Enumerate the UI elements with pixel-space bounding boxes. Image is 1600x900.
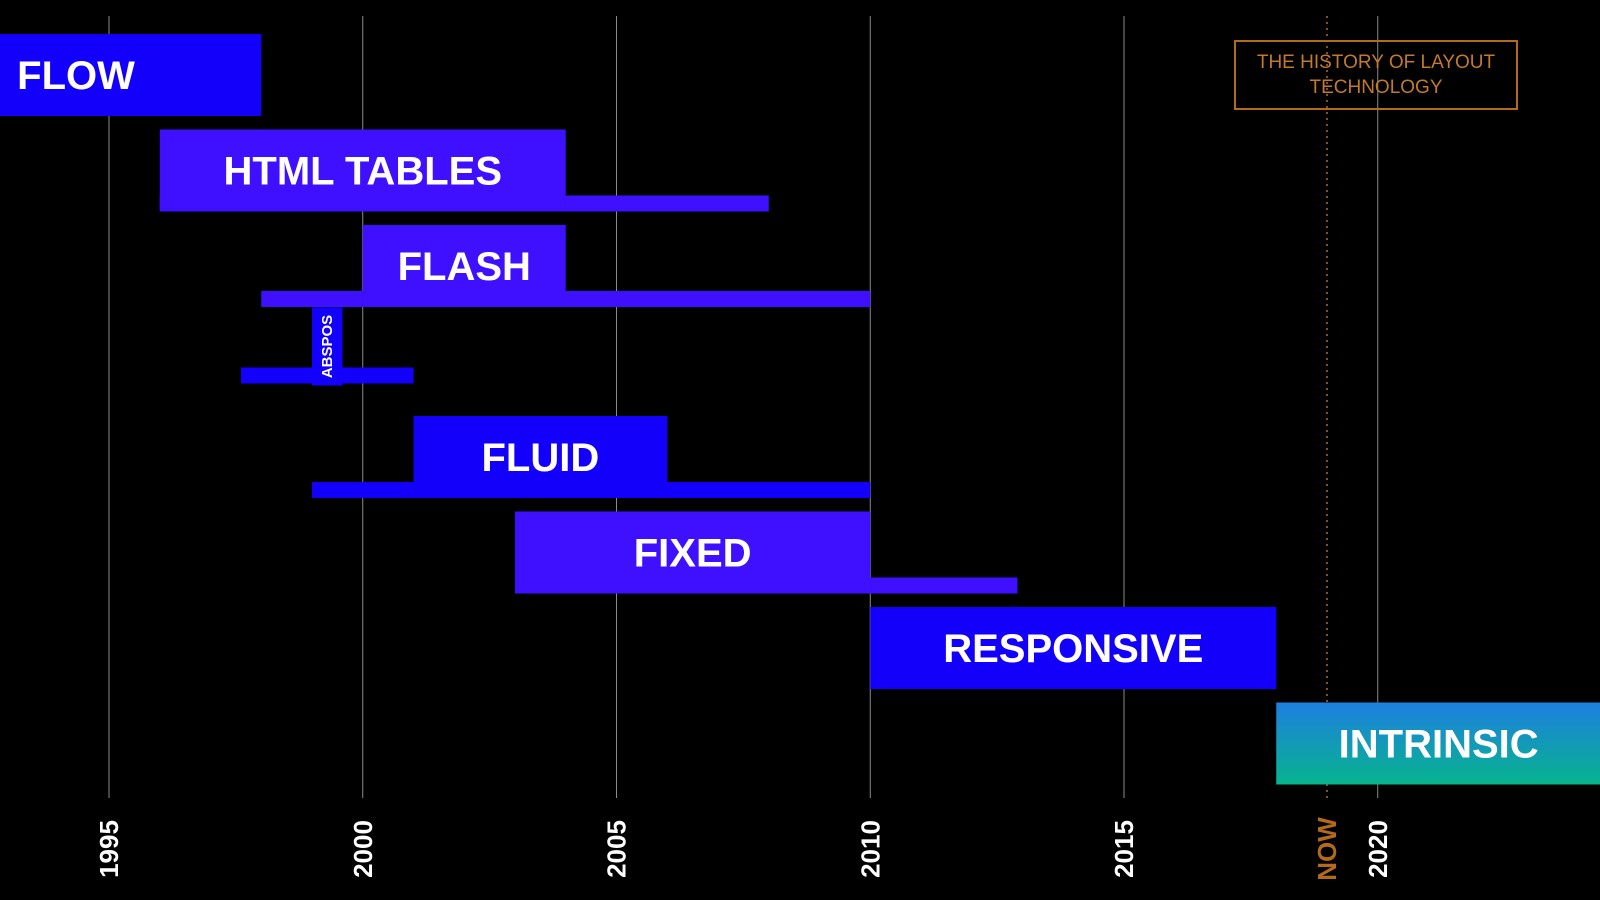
bar-label-fixed: FIXED xyxy=(634,532,752,576)
bar-dominant-intrinsic xyxy=(1276,702,1600,785)
bar-dominant-flash xyxy=(362,225,566,307)
bar-label-abspos: ABSPOS xyxy=(319,315,336,378)
bar-label-fluid: FLUID xyxy=(481,436,599,480)
bar-label-flash: FLASH xyxy=(398,245,531,289)
chart-title: THE HISTORY OF LAYOUT TECHNOLOGY xyxy=(1256,52,1496,98)
now-label: NOW xyxy=(1312,817,1342,881)
x-tick-label-2020: 2020 xyxy=(1363,820,1393,878)
bar-dominant-fixed xyxy=(515,511,871,594)
bar-dominant-html-tables xyxy=(159,129,566,212)
chart-title-box: THE HISTORY OF LAYOUT TECHNOLOGY xyxy=(1234,40,1518,110)
x-tick-label-1995: 1995 xyxy=(94,820,124,878)
bar-dominant-abspos xyxy=(312,307,343,386)
bar-label-html-tables: HTML TABLES xyxy=(224,150,503,194)
bar-dominant-fluid xyxy=(413,416,668,498)
x-tick-label-2010: 2010 xyxy=(855,820,885,878)
bar-label-responsive: RESPONSIVE xyxy=(943,627,1203,671)
x-tick-label-2015: 2015 xyxy=(1109,820,1139,878)
bar-dominant-responsive xyxy=(870,607,1277,689)
bar-dominant-flow xyxy=(0,34,262,116)
bar-label-intrinsic: INTRINSIC xyxy=(1339,723,1539,767)
x-tick-label-2000: 2000 xyxy=(348,820,378,878)
x-tick-label-2005: 2005 xyxy=(602,820,632,878)
bar-label-flow: FLOW xyxy=(17,54,135,98)
